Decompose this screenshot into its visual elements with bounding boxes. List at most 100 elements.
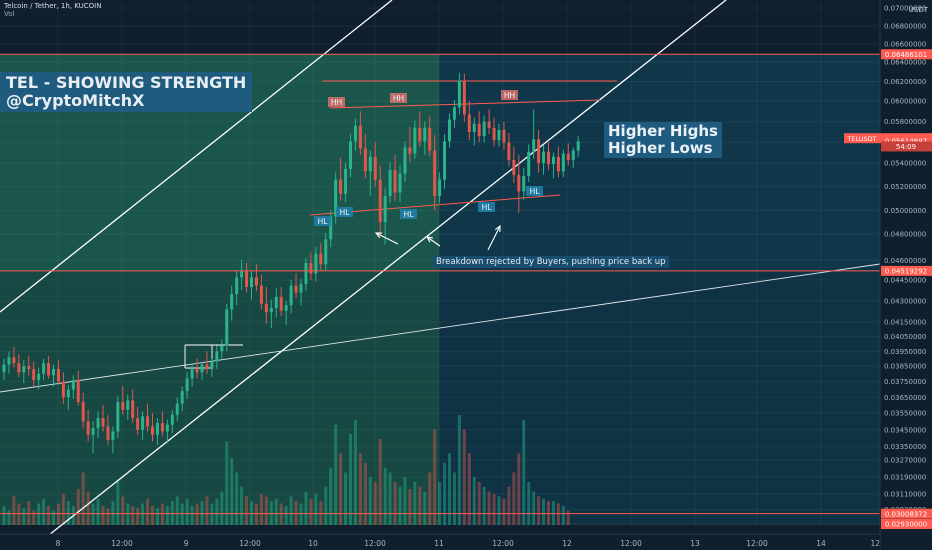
volume-bar [210, 503, 214, 525]
volume-bar [37, 503, 41, 525]
candle-body [245, 270, 249, 287]
candle-body [522, 176, 526, 192]
candle-body [71, 380, 75, 390]
volume-bar [358, 453, 362, 525]
currency-label: USDT [909, 6, 929, 14]
hl-label: HL [318, 217, 329, 226]
candle-body [136, 418, 140, 430]
volume-bar [180, 503, 184, 525]
price-tick-label: 0.03850000 [884, 363, 926, 371]
candle-body [294, 285, 298, 293]
candle-body [517, 174, 521, 192]
lower-channel-line [29, 0, 727, 550]
candle-body [254, 277, 258, 286]
candle-body [314, 253, 318, 274]
volume-bar [289, 496, 293, 525]
candle-body [566, 153, 570, 160]
price-tick-label: 0.04450000 [884, 277, 926, 285]
price-tick-label: 0.05000000 [884, 207, 926, 215]
volume-bar [274, 498, 278, 525]
candle-body [96, 418, 100, 429]
hl-label: HL [530, 187, 541, 196]
time-tick-label: 11 [434, 539, 444, 548]
level-price-tag [881, 265, 932, 276]
candle-body [146, 416, 150, 427]
candle-body [230, 294, 234, 310]
candle-body [324, 239, 328, 265]
level-price-tag [881, 49, 932, 60]
candle-body [37, 373, 41, 381]
hh-label: HH [393, 94, 404, 103]
candle-body [571, 150, 575, 160]
time-axis[interactable]: 8 12:00 9 12:00 10 12:00 11 12:00 12 12:00 13 12:00… [0, 533, 880, 550]
annotations: HH HH HH HL HL HL HL HL [314, 90, 543, 251]
arrow-3 [487, 225, 501, 251]
candle-body [7, 357, 11, 365]
candle-body [547, 151, 550, 165]
volume-bar [542, 498, 546, 525]
price-tick-label: 0.03350000 [884, 443, 926, 451]
volume-bar [353, 419, 357, 525]
time-tick-label: 9 [184, 539, 189, 548]
volume-bar [378, 438, 382, 525]
volume-bar [477, 481, 481, 525]
volume-bar [408, 489, 412, 525]
candle-body [339, 179, 343, 194]
candle-body [413, 127, 417, 154]
candle-body [165, 424, 169, 432]
candle-body [462, 80, 466, 115]
volume-bar [170, 501, 174, 525]
volume-bar [66, 501, 70, 525]
volume-bar [457, 415, 461, 525]
price-tick-label: 0.03270000 [884, 457, 926, 465]
level-price-label: 0.06486101 [885, 51, 927, 59]
price-tick-label: 0.03650000 [884, 394, 926, 402]
volume-bar [230, 458, 234, 525]
price-tick-label: 0.03450000 [884, 426, 926, 434]
time-tick-label: 12:00 [620, 539, 642, 548]
candle-body [185, 378, 189, 392]
volume-bar [532, 491, 536, 525]
volume-bar [329, 467, 333, 525]
price-tick-label: 0.07000000 [884, 5, 926, 13]
volume-bar [314, 493, 318, 525]
volume-bar [344, 472, 348, 525]
volume-bar [443, 462, 447, 525]
candle-body [438, 179, 442, 197]
candle-body [190, 369, 194, 379]
candle-body [448, 119, 451, 142]
volume-bar [448, 453, 451, 525]
price-tick-label: 0.03950000 [884, 348, 926, 356]
volume-bar [250, 501, 253, 525]
hh-label: HH [331, 98, 342, 107]
candle-body [205, 364, 209, 370]
price-tick-label: 0.05200000 [884, 183, 926, 191]
hl-label-box [478, 202, 495, 212]
price-tick-label: 0.06200000 [884, 78, 926, 86]
volume-bar [106, 508, 110, 525]
volume-bar [319, 501, 323, 525]
volume-bar [423, 491, 427, 525]
volume-bar [527, 481, 531, 525]
candle-body [443, 141, 447, 180]
volume-bar [52, 510, 55, 525]
last-price-tag [881, 135, 932, 146]
volume-bar [368, 477, 372, 525]
volume-bar [111, 501, 115, 525]
volume-bar [240, 486, 244, 525]
candle-body [556, 156, 560, 172]
volume-bar [146, 498, 150, 525]
volume-bar [373, 481, 377, 525]
volume-bar [467, 453, 471, 525]
hl-label: HL [482, 203, 493, 212]
candle-body [467, 114, 471, 132]
arrow-2 [426, 236, 441, 247]
volume-bar [556, 503, 560, 525]
candle-body [215, 351, 219, 362]
arrow-1-head [374, 232, 383, 239]
volume-bar [27, 501, 31, 525]
candle-body [12, 357, 16, 364]
volume-bar [235, 472, 239, 525]
